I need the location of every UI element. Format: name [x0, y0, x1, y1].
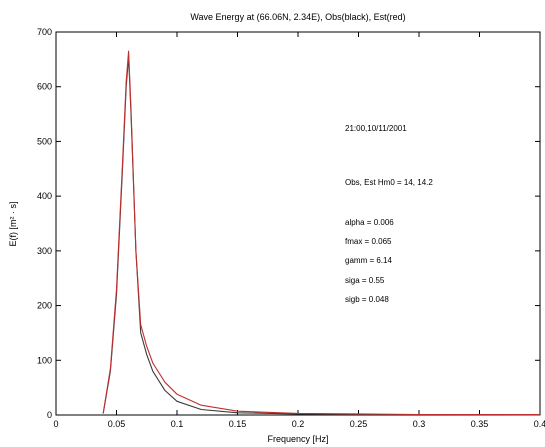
y-tick-label: 300 [37, 246, 52, 256]
series-line-obs [102, 56, 541, 416]
x-tick-label: 0.4 [534, 419, 545, 429]
y-tick-label: 100 [37, 355, 52, 365]
y-tick-label: 500 [37, 136, 52, 146]
x-tick-label: 0.1 [171, 419, 184, 429]
series-line-est [102, 50, 540, 416]
annotation-siga: siga = 0.55 [345, 276, 385, 285]
x-tick-label: 0.25 [350, 419, 368, 429]
x-tick-label: 0.2 [292, 419, 305, 429]
x-tick-label: 0.35 [471, 419, 489, 429]
y-tick-label: 400 [37, 191, 52, 201]
y-tick-label: 0 [47, 410, 52, 420]
series-layer [102, 50, 541, 416]
annotation-sigb: sigb = 0.048 [345, 295, 389, 304]
annotation-alpha: alpha = 0.006 [345, 218, 394, 227]
y-axis-label: E(f) [m² · s] [8, 202, 18, 247]
annotation-timestamp: 21:00,10/11/2001 [345, 124, 407, 133]
y-tick-label: 200 [37, 301, 52, 311]
x-axis-label: Frequency [Hz] [267, 434, 328, 444]
annotations: 21:00,10/11/2001 Obs, Est Hm0 = 14, 14.2… [345, 124, 433, 304]
annotation-fmax: fmax = 0.065 [345, 237, 392, 246]
y-axis: 0 100 200 300 400 500 600 700 [37, 27, 540, 420]
x-tick-label: 0.15 [229, 419, 247, 429]
annotation-gamm: gamm = 6.14 [345, 256, 392, 265]
x-axis: 0 0.05 0.1 0.15 0.2 0.25 0.3 0.35 0.4 [53, 32, 545, 429]
chart-title: Wave Energy at (66.06N, 2.34E), Obs(blac… [190, 12, 405, 22]
x-tick-label: 0.05 [108, 419, 126, 429]
x-tick-label: 0 [53, 419, 58, 429]
y-tick-label: 600 [37, 82, 52, 92]
y-tick-label: 700 [37, 27, 52, 37]
x-tick-label: 0.3 [413, 419, 426, 429]
annotation-hm0: Obs, Est Hm0 = 14, 14.2 [345, 178, 433, 187]
plot-area [55, 31, 541, 416]
